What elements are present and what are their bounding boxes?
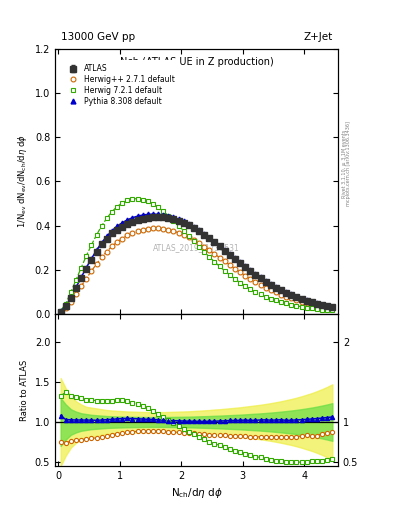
- Herwig++ 2.7.1 default: [330, 305, 335, 311]
- Text: 13000 GeV pp: 13000 GeV pp: [61, 32, 135, 42]
- Text: Rivet 3.1.10, ≥ 3.1M events: Rivet 3.1.10, ≥ 3.1M events: [342, 130, 346, 198]
- Pythia 8.308 default: [212, 239, 217, 245]
- Herwig 7.2.1 default: [222, 268, 227, 274]
- Herwig++ 2.7.1 default: [248, 276, 253, 282]
- Pythia 8.308 default: [58, 308, 63, 314]
- Herwig 7.2.1 default: [105, 215, 109, 221]
- Herwig 7.2.1 default: [212, 259, 217, 265]
- Pythia 8.308 default: [248, 267, 253, 273]
- Herwig++ 2.7.1 default: [212, 251, 217, 257]
- Text: ATLAS_2019_I1736531: ATLAS_2019_I1736531: [153, 243, 240, 252]
- Herwig 7.2.1 default: [135, 196, 140, 202]
- Pythia 8.308 default: [151, 211, 155, 217]
- Pythia 8.308 default: [105, 233, 109, 240]
- Herwig++ 2.7.1 default: [105, 248, 109, 254]
- Text: Z+Jet: Z+Jet: [303, 32, 332, 42]
- Pythia 8.308 default: [228, 251, 232, 257]
- Y-axis label: 1/N$_{\rm ev}$ dN$_{\rm ev}$/dN$_{\rm ch}$/d$\eta$ d$\phi$: 1/N$_{\rm ev}$ dN$_{\rm ev}$/dN$_{\rm ch…: [16, 135, 29, 228]
- Y-axis label: Ratio to ATLAS: Ratio to ATLAS: [20, 359, 29, 421]
- Herwig 7.2.1 default: [228, 272, 232, 278]
- Legend: ATLAS, Herwig++ 2.7.1 default, Herwig 7.2.1 default, Pythia 8.308 default: ATLAS, Herwig++ 2.7.1 default, Herwig 7.…: [62, 60, 178, 110]
- Line: Herwig 7.2.1 default: Herwig 7.2.1 default: [58, 196, 335, 313]
- Herwig 7.2.1 default: [166, 212, 171, 219]
- Pythia 8.308 default: [166, 213, 171, 219]
- Text: mcplots.cern.ch [arXiv:1306.3436]: mcplots.cern.ch [arXiv:1306.3436]: [347, 121, 351, 206]
- Herwig 7.2.1 default: [58, 308, 63, 314]
- Herwig++ 2.7.1 default: [151, 225, 155, 231]
- Pythia 8.308 default: [222, 247, 227, 253]
- Herwig 7.2.1 default: [248, 286, 253, 292]
- Herwig++ 2.7.1 default: [228, 262, 232, 268]
- Pythia 8.308 default: [330, 304, 335, 310]
- X-axis label: N$_{\rm ch}$/d$\eta$ d$\phi$: N$_{\rm ch}$/d$\eta$ d$\phi$: [171, 486, 222, 500]
- Text: Nch (ATLAS UE in Z production): Nch (ATLAS UE in Z production): [119, 57, 274, 67]
- Line: Herwig++ 2.7.1 default: Herwig++ 2.7.1 default: [58, 226, 335, 314]
- Herwig 7.2.1 default: [330, 307, 335, 313]
- Herwig++ 2.7.1 default: [222, 258, 227, 264]
- Herwig++ 2.7.1 default: [58, 309, 63, 315]
- Line: Pythia 8.308 default: Pythia 8.308 default: [58, 212, 335, 314]
- Herwig++ 2.7.1 default: [166, 227, 171, 233]
